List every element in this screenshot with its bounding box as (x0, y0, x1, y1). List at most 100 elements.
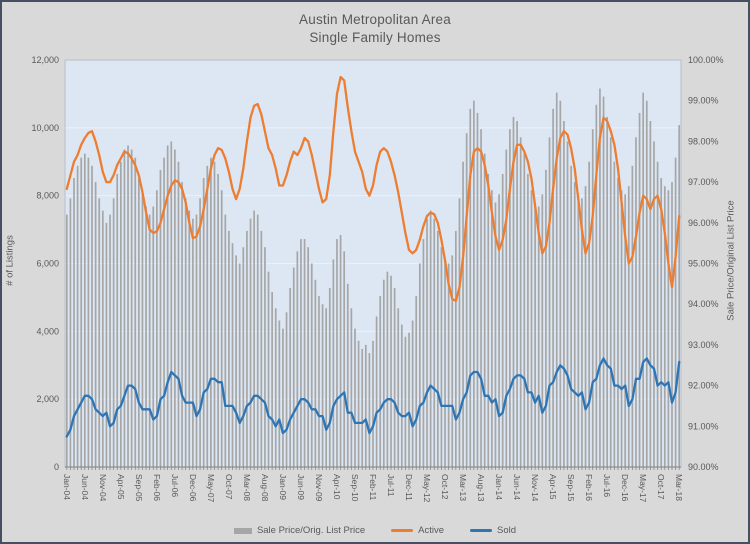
ratio-bar (364, 344, 367, 467)
ratio-bar (94, 182, 97, 467)
ratio-bar (599, 88, 601, 468)
ratio-bar (202, 178, 205, 467)
ratio-bar (548, 137, 551, 467)
ratio-bar (559, 100, 562, 467)
ratio-bar (491, 190, 493, 468)
legend-label-active: Active (418, 525, 445, 536)
x-tick-label: Oct-17 (656, 474, 666, 500)
ratio-bar (148, 214, 151, 467)
ratio-bar (98, 198, 101, 467)
ratio-bar (667, 190, 670, 468)
ratio-bar (332, 259, 335, 467)
x-tick-label: Nov-14 (530, 474, 540, 502)
legend-label-ratio: Sale Price/Orig. List Price (256, 525, 366, 536)
ratio-bar (436, 230, 439, 467)
ratio-bar (404, 336, 407, 467)
ratio-bar (375, 316, 378, 467)
x-tick-label: Oct-07 (224, 474, 234, 500)
ratio-bar (458, 198, 461, 467)
y-right-tick-label: 93.00% (688, 340, 719, 350)
x-tick-label: Nov-04 (98, 474, 108, 502)
ratio-bar (422, 239, 425, 467)
ratio-bar (433, 218, 436, 467)
ratio-bar (145, 206, 147, 467)
sold-line-series (65, 357, 681, 438)
ratio-bar (101, 210, 104, 467)
ratio-bar (354, 328, 356, 467)
ratio-bar (505, 149, 508, 468)
ratio-bar (584, 186, 587, 468)
ratio-bar (282, 328, 284, 467)
ratio-bar (613, 161, 616, 467)
x-tick-label: Oct-12 (440, 474, 450, 500)
legend-item-active: Active (391, 525, 444, 536)
ratio-bar (210, 157, 212, 467)
ratio-bar (480, 129, 482, 467)
x-tick-label: Jul-11 (386, 474, 396, 497)
ratio-bar (271, 291, 273, 467)
ratio-bar (76, 165, 79, 467)
ratio-bar (447, 263, 450, 467)
ratio-bar (206, 165, 209, 467)
ratio-bar (494, 202, 497, 467)
ratio-bar (379, 296, 382, 467)
ratio-bar (328, 287, 331, 467)
ratio-bar (177, 161, 180, 467)
ratio-bar (617, 178, 619, 467)
ratio-bar (465, 133, 468, 467)
ratio-bar (678, 125, 681, 468)
ratio-bar (318, 296, 320, 467)
y-left-tick-label: 10,000 (31, 123, 59, 133)
y-left-tick-label: 8,000 (36, 191, 59, 201)
y-right-tick-label: 90.00% (688, 462, 719, 472)
y-left-tick-label: 12,000 (31, 55, 59, 65)
y-left-tick-label: 2,000 (36, 394, 59, 404)
x-tick-label: Jul-16 (602, 474, 612, 497)
ratio-bar (65, 214, 68, 467)
y-right-tick-label: 91.00% (688, 421, 719, 431)
ratio-bar (660, 178, 663, 467)
ratio-bar (310, 263, 313, 467)
legend: Sale Price/Orig. List Price Active Sold (2, 525, 748, 536)
ratio-bar (174, 149, 176, 468)
ratio-bar (303, 239, 306, 467)
ratio-bar (602, 96, 605, 467)
y-left-tick-label: 4,000 (36, 326, 59, 336)
ratio-bar (418, 263, 421, 467)
ratio-bar (501, 173, 504, 467)
ratio-bar (123, 149, 126, 468)
ratio-bar (635, 137, 637, 467)
ratio-bar (69, 198, 72, 467)
ratio-bar (224, 214, 227, 467)
ratio-bar (357, 340, 360, 467)
x-tick-label: Jun-09 (296, 474, 306, 500)
ratio-bar (541, 194, 544, 467)
ratio-bar (455, 230, 457, 467)
ratio-bar (519, 137, 522, 467)
y-left-tick-label: 0 (54, 462, 59, 472)
ratio-bar (242, 247, 245, 467)
ratio-bar (109, 214, 111, 467)
ratio-bar (638, 112, 641, 467)
x-tick-label: Jan-04 (62, 474, 72, 500)
y-right-tick-label: 100.00% (688, 55, 724, 65)
ratio-bar (184, 198, 187, 467)
ratio-bar (264, 247, 266, 467)
ratio-bar (397, 308, 400, 467)
y-right-tick-label: 98.00% (688, 136, 719, 146)
ratio-bar (296, 251, 299, 467)
x-tick-label: Mar-18 (674, 474, 684, 501)
x-tick-label: Jun-14 (512, 474, 522, 500)
ratio-bar (152, 206, 155, 467)
ratio-bar (166, 145, 169, 467)
y-right-tick-label: 95.00% (688, 259, 719, 269)
ratio-bar (87, 157, 90, 467)
ratio-bar (671, 182, 673, 467)
ratio-bar (91, 165, 93, 467)
ratio-bar (350, 308, 353, 467)
ratio-bar (321, 304, 324, 467)
ratio-bar (83, 153, 86, 468)
ratio-bar (285, 312, 288, 467)
ratio-bar (426, 218, 428, 467)
ratio-bar-swatch-icon (233, 527, 252, 534)
